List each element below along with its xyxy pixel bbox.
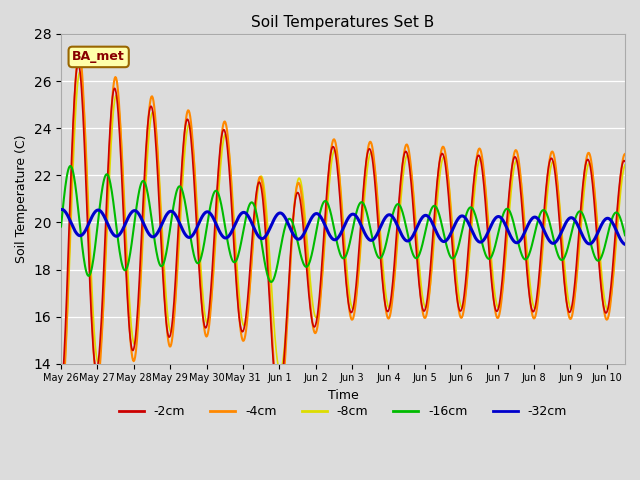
Legend: -2cm, -4cm, -8cm, -16cm, -32cm: -2cm, -4cm, -8cm, -16cm, -32cm (114, 400, 572, 423)
Y-axis label: Soil Temperature (C): Soil Temperature (C) (15, 134, 28, 263)
X-axis label: Time: Time (328, 389, 358, 402)
Text: BA_met: BA_met (72, 50, 125, 63)
Title: Soil Temperatures Set B: Soil Temperatures Set B (252, 15, 435, 30)
